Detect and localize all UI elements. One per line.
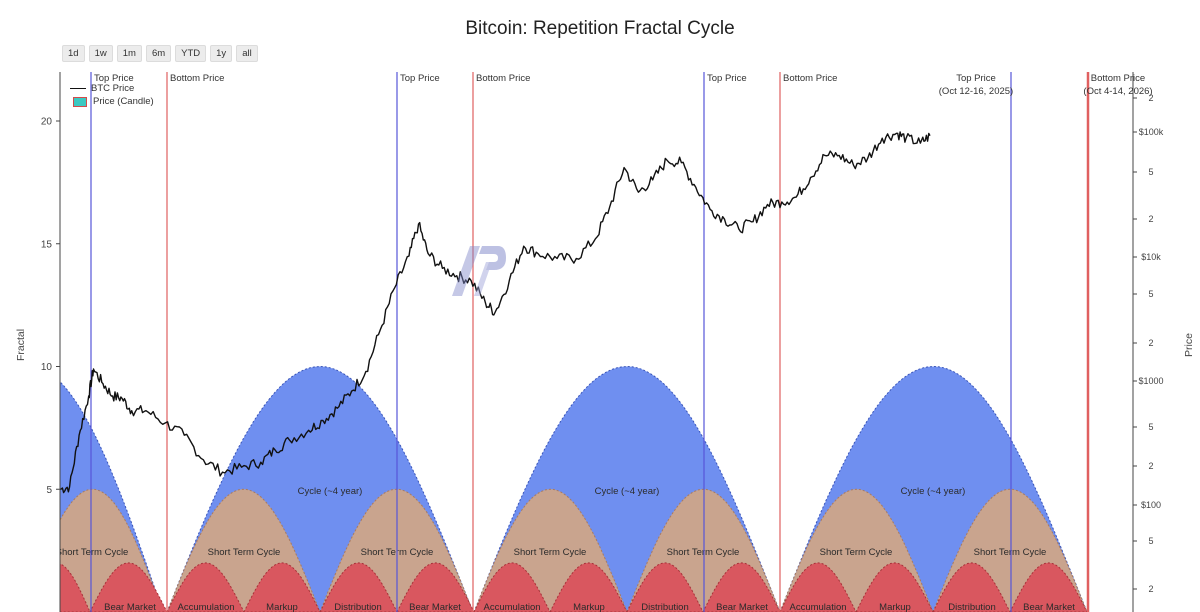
phase-label: Distribution <box>948 602 996 612</box>
range-6m-button[interactable]: 6m <box>145 45 172 62</box>
phase-label: Bear Market <box>1023 602 1075 612</box>
phase-arch <box>626 562 704 612</box>
cycle-arches: Cycle (~4 year) Cycle (~4 year) Cycle (~4 … <box>0 365 1088 612</box>
right-tick-label: 5 <box>1148 289 1153 299</box>
phase-arch <box>855 562 934 612</box>
left-tick-label: 5 <box>46 485 52 496</box>
short-cycle-label: Short Term Cycle <box>514 547 587 558</box>
phase-arch <box>702 562 781 612</box>
marker-label: Bottom Price <box>1091 73 1145 84</box>
right-tick-label: 2 <box>1148 214 1153 224</box>
right-tick-label: 2 <box>1148 93 1153 103</box>
phase-label: Bear Market <box>716 602 768 612</box>
short-cycle-label: Short Term Cycle <box>820 547 893 558</box>
phase-label: Accumulation <box>177 602 234 612</box>
marker-label: Top Price <box>707 73 747 84</box>
phase-arch <box>396 562 475 612</box>
right-tick-label: 5 <box>1148 167 1153 177</box>
phase-label: Distribution <box>334 602 382 612</box>
phase-label: Markup <box>573 602 605 612</box>
phase-arch <box>549 562 628 612</box>
right-tick-label: $1000 <box>1138 376 1163 386</box>
axes-layer: 5 10 15 20 2 $100k 5 2 $10k 5 2 $1000 5 2 $100 5 2 <box>41 72 1164 612</box>
marker-label: Bottom Price <box>783 73 837 84</box>
marker-label: Top Price <box>94 73 134 84</box>
left-tick-label: 15 <box>41 239 53 250</box>
chart-legend: BTC Price Price (Candle) <box>70 82 154 108</box>
phase-label: Accumulation <box>789 602 846 612</box>
phase-label: Accumulation <box>483 602 540 612</box>
right-tick-label: 2 <box>1148 584 1153 594</box>
short-cycle-label: Short Term Cycle <box>667 547 740 558</box>
marker-date-label: (Oct 12-16, 2025) <box>939 86 1013 97</box>
right-tick-label: 5 <box>1148 536 1153 546</box>
cycle-layer: Cycle (~4 year) Cycle (~4 year) Cycle (~4 … <box>0 365 1088 612</box>
line-swatch-icon <box>70 88 86 89</box>
left-tick-label: 10 <box>41 362 53 373</box>
short-cycle-label: Short Term Cycle <box>974 547 1047 558</box>
phase-arch <box>779 562 857 612</box>
cycle-label: Cycle (~4 year) <box>595 486 660 497</box>
phase-arch <box>243 562 321 612</box>
right-tick-label: 2 <box>1148 461 1153 471</box>
legend-label: BTC Price <box>91 83 135 94</box>
range-1d-button[interactable]: 1d <box>62 45 85 62</box>
right-tick-label: $10k <box>1141 252 1161 262</box>
marker-label: Bottom Price <box>170 73 224 84</box>
left-tick-label: 20 <box>41 117 53 128</box>
range-1y-button[interactable]: 1y <box>210 45 233 62</box>
phase-arch <box>166 562 245 612</box>
phase-arch <box>319 562 398 612</box>
legend-item-btc-price[interactable]: BTC Price <box>70 82 154 95</box>
legend-label: Price (Candle) <box>93 96 154 107</box>
marker-label: Top Price <box>400 73 440 84</box>
right-tick-label: 2 <box>1148 338 1153 348</box>
right-tick-label: 5 <box>1148 422 1153 432</box>
marker-layer: Top Price Bottom Price Top Price Bottom Pri… <box>90 72 1153 612</box>
chart-title: Bitcoin: Repetition Fractal Cycle <box>465 18 734 39</box>
phase-arch <box>932 562 1011 612</box>
candle-swatch-icon <box>73 96 87 107</box>
range-all-button[interactable]: all <box>236 45 258 62</box>
phase-arch <box>1009 562 1088 612</box>
phase-label: Bear Market <box>104 602 156 612</box>
short-cycle-label: Short Term Cycle <box>56 547 129 558</box>
right-axis-title: Price <box>1183 333 1195 357</box>
cycle-label: Cycle (~4 year) <box>298 486 363 497</box>
phase-label: Markup <box>266 602 298 612</box>
range-selector: 1d 1w 1m 6m YTD 1y all <box>62 45 258 62</box>
phase-arch <box>0 563 22 612</box>
right-tick-label: $100 <box>1141 500 1161 510</box>
phase-label: Bear Market <box>409 602 461 612</box>
phase-arch <box>60 563 91 612</box>
range-1w-button[interactable]: 1w <box>88 45 113 62</box>
legend-item-price-candle[interactable]: Price (Candle) <box>70 95 154 108</box>
phase-arch <box>473 562 551 612</box>
btc-price-line <box>59 131 931 494</box>
marker-label: Top Price <box>956 73 996 84</box>
marker-label: Bottom Price <box>476 73 530 84</box>
cycle-label: Cycle (~4 year) <box>901 486 966 497</box>
left-axis-title: Fractal <box>15 329 27 361</box>
short-cycle-label: Short Term Cycle <box>208 547 281 558</box>
range-ytd-button[interactable]: YTD <box>175 45 207 62</box>
right-tick-label: $100k <box>1139 127 1164 137</box>
price-layer <box>59 131 931 494</box>
phase-label: Markup <box>879 602 911 612</box>
phase-label: Distribution <box>641 602 689 612</box>
phase-arch <box>89 562 168 612</box>
marker-date-label: (Oct 4-14, 2026) <box>1083 86 1152 97</box>
range-1m-button[interactable]: 1m <box>116 45 142 62</box>
